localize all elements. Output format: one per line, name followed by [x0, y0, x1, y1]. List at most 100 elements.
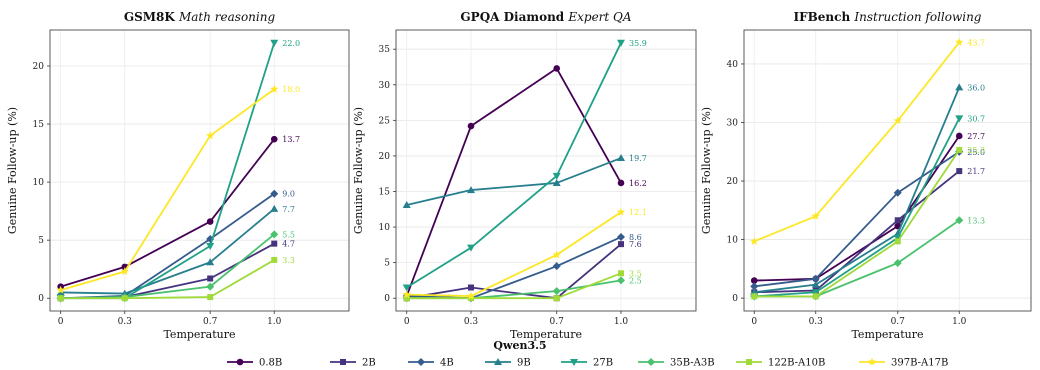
data-point-397b-a17b [56, 285, 65, 294]
data-point-2b [956, 168, 963, 175]
y-axis-label: Genuine Follow-up (%) [352, 107, 365, 234]
legend-item-0-8b: 0.8B [227, 358, 282, 369]
data-point-122b-a10b [812, 293, 819, 300]
data-point-9b [811, 280, 820, 288]
end-value-label-397b-a17b: 18.0 [282, 85, 300, 94]
x-tick-label: 0.3 [118, 317, 133, 327]
y-tick-label: 20 [379, 152, 391, 162]
x-axis-label: Temperature [851, 328, 923, 341]
data-point-4b [270, 189, 279, 198]
end-value-label-0-8b: 13.7 [282, 135, 300, 144]
y-tick-label: 10 [33, 178, 45, 188]
series-0-8b: 16.2 [403, 65, 647, 300]
panel-gpqa-diamond: 0 5 10 15 20 25 30 35 0 0.3 0.7 1.0 Temperature Genui… [352, 10, 697, 341]
legend-marker [867, 357, 877, 366]
panel-title-main: GPQA Diamond [460, 10, 568, 24]
y-tick-label: 10 [379, 223, 391, 233]
series-line-27b [754, 117, 961, 298]
legend-label: 0.8B [259, 358, 282, 369]
end-value-label-35b-a3b: 5.5 [282, 230, 295, 239]
legend-label: 35B-A3B [670, 358, 715, 369]
series-27b: 30.7 [750, 114, 985, 301]
x-axis-label: Temperature [510, 328, 582, 341]
legend-title: Qwen3.5 [493, 339, 546, 352]
end-value-label-0-8b: 27.7 [967, 132, 985, 141]
data-point-4b [750, 282, 759, 291]
x-tick-label: 1.0 [614, 317, 629, 327]
end-value-label-4b: 25.0 [967, 148, 985, 157]
series-line-2b [406, 243, 622, 300]
legend-marker [417, 358, 425, 366]
data-point-397b-a17b [552, 250, 561, 259]
data-point-35b-a3b [206, 282, 215, 291]
legend-label: 397B-A17B [891, 358, 948, 369]
panel-title: IFBench Instruction following [794, 10, 982, 24]
legend-item-122b-a10b: 122B-A10B [736, 358, 825, 369]
series-397b-a17b: 12.1 [402, 207, 647, 300]
data-point-4b [811, 274, 820, 283]
data-point-0-8b [553, 65, 561, 72]
series-line-397b-a17b [753, 41, 960, 243]
end-value-label-27b: 22.0 [282, 39, 300, 48]
legend-item-2b: 2B [330, 358, 376, 369]
data-point-35b-a3b [617, 276, 625, 285]
data-point-2b [894, 217, 901, 224]
series-line-122b-a10b [60, 259, 275, 300]
series-2b: 21.7 [751, 167, 985, 296]
legend-item-27b: 27B [561, 358, 613, 369]
data-point-397b-a17b [205, 131, 215, 140]
data-point-35b-a3b [893, 258, 902, 267]
panel-title-subtitle: Instruction following [853, 10, 981, 24]
x-tick-label: 0.3 [809, 317, 824, 327]
data-point-27b [270, 39, 279, 47]
series-122b-a10b: 3.3 [57, 256, 295, 302]
data-point-0-8b [955, 132, 963, 140]
series-line-9b [754, 87, 961, 294]
series-line-0-8b [754, 135, 960, 282]
y-tick-label: 0 [732, 294, 738, 304]
data-point-9b [402, 201, 411, 209]
end-value-label-4b: 8.6 [629, 233, 642, 242]
data-point-27b [955, 115, 964, 123]
data-point-9b [552, 178, 561, 186]
data-point-122b-a10b [618, 270, 624, 277]
data-point-27b [206, 242, 215, 250]
series-9b: 36.0 [750, 83, 985, 296]
legend-label: 2B [362, 358, 376, 369]
data-point-4b [617, 233, 625, 242]
data-point-0-8b [206, 218, 214, 225]
data-point-122b-a10b [271, 256, 278, 263]
data-point-4b [552, 262, 561, 271]
data-point-122b-a10b [403, 295, 410, 302]
y-tick-label: 15 [33, 120, 45, 130]
data-point-122b-a10b [956, 147, 963, 154]
legend-item-397b-a17b: 397B-A17B [859, 358, 948, 369]
legend-marker [494, 358, 502, 365]
data-point-0-8b [270, 135, 278, 143]
y-tick-label: 20 [727, 177, 739, 187]
data-point-397b-a17b [402, 290, 411, 299]
data-point-0-8b [617, 179, 625, 187]
data-point-27b [893, 234, 902, 242]
series-line-0-8b [405, 67, 622, 297]
data-point-4b [893, 188, 902, 197]
data-point-2b [468, 284, 474, 291]
end-value-label-122b-a10b: 3.3 [282, 256, 295, 265]
x-tick-label: 0.3 [464, 317, 479, 327]
series-122b-a10b: 3.5 [403, 269, 642, 302]
data-point-9b [270, 204, 279, 212]
legend-marker [236, 358, 244, 366]
y-axis-label: Genuine Follow-up (%) [700, 107, 713, 234]
y-tick-label: 0 [38, 294, 44, 304]
y-tick-label: 10 [727, 236, 739, 246]
data-point-122b-a10b [553, 295, 560, 302]
x-tick-label: 0.7 [550, 317, 565, 327]
plot-frame [49, 29, 350, 312]
series-line-9b [60, 208, 275, 295]
y-tick-label: 35 [379, 45, 391, 55]
y-tick-label: 20 [33, 62, 45, 72]
end-value-label-0-8b: 16.2 [629, 179, 647, 188]
end-value-label-4b: 9.0 [282, 190, 295, 199]
data-point-397b-a17b [955, 37, 964, 46]
data-point-27b [402, 284, 411, 292]
